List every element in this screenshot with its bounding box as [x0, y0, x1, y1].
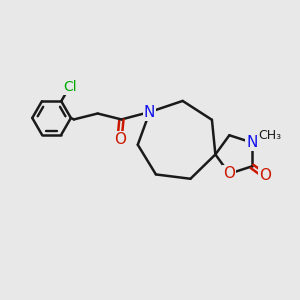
Text: Cl: Cl [63, 80, 76, 94]
Text: N: N [144, 104, 155, 119]
Text: O: O [114, 132, 126, 147]
Text: N: N [246, 135, 258, 150]
Text: CH₃: CH₃ [258, 129, 281, 142]
Text: O: O [224, 166, 236, 181]
Text: O: O [259, 168, 271, 183]
